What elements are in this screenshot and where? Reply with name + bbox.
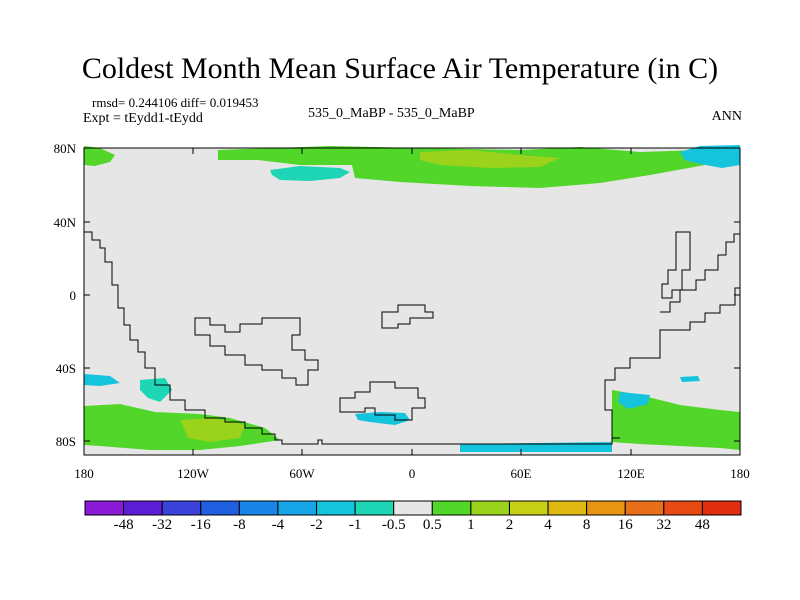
colorbar-label: -8 xyxy=(233,517,246,533)
colorbar-swatch xyxy=(701,500,742,516)
colorbar xyxy=(84,500,742,516)
rmsd-diff-label: rmsd= 0.244106 diff= 0.019453 xyxy=(92,95,259,110)
lon-tick-label: 120W xyxy=(177,466,209,481)
colorbar-swatch xyxy=(547,500,588,516)
lon-tick-label: 180 xyxy=(74,466,94,481)
colorbar-swatch xyxy=(84,500,125,516)
arctic-green-band xyxy=(218,146,705,188)
colorbar-label: 0.5 xyxy=(422,517,442,533)
anomaly-patches xyxy=(84,145,740,452)
axis-ticks xyxy=(84,147,740,455)
colorbar-label: 2 xyxy=(505,517,514,533)
lat-tick-label: 40N xyxy=(53,215,76,230)
lon-tick-label: 180 xyxy=(730,466,750,481)
colorbar-swatch xyxy=(431,500,472,516)
southern-yellow-patch xyxy=(180,418,245,442)
lon-tick-label: 0 xyxy=(408,466,416,481)
island-south-central xyxy=(339,381,426,421)
colorbar-label: -1 xyxy=(348,517,362,533)
colorbar-swatch xyxy=(238,500,279,516)
chart-title: Coldest Month Mean Surface Air Temperatu… xyxy=(81,52,719,85)
coast-west xyxy=(84,231,620,445)
arctic-teal-patch xyxy=(270,166,350,181)
season-label: ANN xyxy=(711,109,742,124)
colorbar-label: -0.5 xyxy=(381,517,406,533)
colorbar-label: 1 xyxy=(467,517,475,533)
case-label: 535_0_MaBP - 535_0_MaBP xyxy=(308,106,475,121)
colorbar-swatch xyxy=(123,500,163,516)
colorbar-swatch xyxy=(624,500,665,516)
southern-cyan-small xyxy=(355,412,410,425)
colorbar-label: -16 xyxy=(190,517,211,533)
colorbar-label: -32 xyxy=(152,517,173,533)
southern-cyan-east xyxy=(618,392,650,409)
arctic-east-cyan xyxy=(680,145,740,168)
arctic-yellow-patch xyxy=(420,150,560,168)
colorbar-swatch xyxy=(663,500,703,516)
arctic-west-green xyxy=(84,146,115,166)
colorbar-swatch xyxy=(354,500,395,516)
colorbar-swatch xyxy=(200,500,240,516)
colorbar-swatch xyxy=(470,500,510,516)
colorbar-swatch xyxy=(508,500,549,516)
colorbar-label: -2 xyxy=(310,517,323,533)
colorbar-swatch xyxy=(161,500,202,516)
island-central-pacific xyxy=(194,317,319,386)
colorbar-label: -4 xyxy=(271,517,285,533)
lon-tick-label: 60W xyxy=(289,466,315,481)
lat-tick-label: 40S xyxy=(55,361,76,376)
coast-east xyxy=(604,233,741,438)
lon-tick-label: 120E xyxy=(617,466,645,481)
colorbar-label: 32 xyxy=(656,517,672,533)
colorbar-label: 8 xyxy=(582,517,591,533)
lat-tick-label: 0 xyxy=(69,288,77,303)
island-central-atlantic xyxy=(381,304,434,329)
colorbar-swatch xyxy=(586,500,626,516)
southern-cyan-patch xyxy=(140,378,172,402)
colorbar-label: 16 xyxy=(617,517,633,533)
east-cyan-dot xyxy=(680,376,700,382)
colorbar-label: -48 xyxy=(113,517,134,533)
colorbar-swatch xyxy=(316,500,356,516)
lon-tick-label: 60E xyxy=(510,466,532,481)
colorbar-swatch xyxy=(393,500,433,516)
colorbar-label: 48 xyxy=(694,517,710,533)
experiment-label: Expt = tEydd1-tEydd xyxy=(83,111,203,126)
colorbar-swatch xyxy=(277,500,318,516)
lat-tick-label: 80N xyxy=(53,141,76,156)
colorbar-label: 4 xyxy=(544,517,552,533)
island-east-loop xyxy=(661,231,691,299)
continent-outlines xyxy=(84,231,741,445)
southern-cyan-west xyxy=(84,374,120,386)
lat-tick-label: 80S xyxy=(55,434,76,449)
